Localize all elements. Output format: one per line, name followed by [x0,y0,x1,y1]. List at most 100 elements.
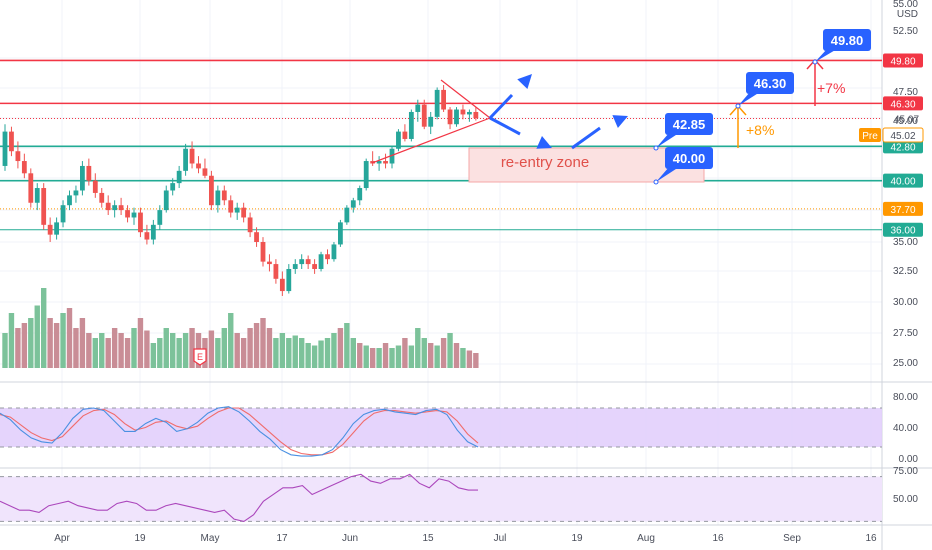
candle-body [157,210,163,225]
callout-value: 49.80 [831,33,864,48]
candle [202,158,208,179]
volume-bar [376,348,382,368]
candle [338,219,343,247]
time-tick: 17 [276,533,288,544]
candle-body [421,104,427,127]
volume-bar [363,345,369,368]
candle [21,153,27,179]
candle-body [189,148,195,164]
volume-bar [182,333,189,368]
candle [28,168,34,208]
callout-anchor [653,145,659,151]
candle-body [47,224,53,235]
callout-value: 46.30 [754,76,787,91]
volume-bar [273,338,279,368]
volume-bar [215,338,221,368]
volume-bar [440,338,447,368]
stoch-band [0,408,882,447]
level-tag-bg [883,53,923,68]
callout-42-85: 42.85 [653,113,713,151]
candle [254,227,259,247]
reentry-zone-label: re-entry zone [501,154,589,171]
callout-box [746,72,794,94]
earnings-badge [193,348,207,366]
candle [292,259,298,274]
rsi-tick: 75.00 [893,466,918,477]
candle [131,207,137,225]
rebound-arrow [571,115,628,150]
candle [376,156,382,171]
candle [396,129,401,152]
stoch-tick: 80.00 [893,392,918,403]
candle [279,271,285,296]
level-price-tag: 36.00 [883,222,923,237]
candle-body [247,217,253,233]
time-axis[interactable]: Apr 19 May 17 Jun 15 Jul 19 Aug 16 Sep 16 [54,533,877,544]
level-tag-text: 49.80 [890,56,915,67]
callout-value: 40.00 [673,151,706,166]
candle-body [267,261,272,265]
candle [125,205,130,223]
candle [325,249,330,265]
volume-bar [47,318,53,368]
volume-bar [344,323,350,368]
volume-bar [421,338,427,368]
candlestick-series [2,84,479,296]
candle [112,200,118,218]
level-tag-text: 40.00 [890,177,915,188]
volume-bar [473,353,479,368]
rsi-line [0,473,478,522]
level-tag-bg [883,201,923,216]
pre-badge [859,128,881,142]
candle-body [383,161,388,164]
wedge-lower-line [371,117,491,164]
arrow-head [612,115,628,128]
candle-body [144,232,150,240]
volume-bar [228,313,234,368]
candle-body [202,168,208,176]
volume-bar [144,330,150,368]
volume-bar [453,343,460,368]
volume-bar [34,305,40,368]
stoch-k-line [0,406,479,457]
candle-body [292,264,298,269]
price-axis[interactable]: 55.00 52.50 47.50 45.00 35.00 32.50 30.00 27.50… [859,0,924,505]
candle-body [138,212,143,233]
candle [118,197,124,216]
candle [286,264,292,294]
volume-bar [118,333,124,368]
volume-bar [53,323,60,368]
volume-bar [299,338,305,368]
trend-drawings: re-entry zone +7% +8% 49.80 46.30 42.85 40.00 [371,29,871,185]
callout-40-00: 40.00 [653,147,713,185]
candle [383,153,388,169]
volume-bar [124,338,131,368]
candle [60,200,66,228]
volume-bar [324,338,331,368]
volume-bar [408,345,415,368]
volume-bar [466,350,473,368]
callout-value: 42.85 [673,117,706,132]
candle [299,254,305,269]
volume-bar [150,343,157,368]
candle-body [460,109,466,115]
candle [41,183,47,230]
candle [2,124,8,171]
candle-body [318,254,324,269]
candle [402,124,408,142]
time-tick: 19 [571,533,583,544]
volume-bar [157,338,163,368]
volume-bar [2,333,8,368]
candle-body [86,165,92,181]
volume-bar [395,345,402,368]
candle-body [125,210,130,218]
candle [228,195,234,218]
candle [389,146,395,169]
volume-bar [318,340,324,368]
candle-body [221,190,227,201]
candle-body [254,232,259,242]
level-price-tag: 40.00 [883,173,923,188]
plus7-label: +7% [817,80,845,96]
